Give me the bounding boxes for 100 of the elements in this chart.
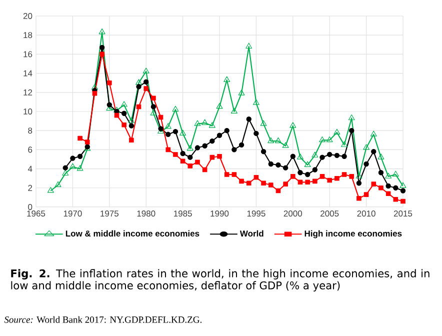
- point: [254, 174, 259, 180]
- point: [166, 132, 171, 138]
- point: [400, 188, 406, 194]
- point: [371, 182, 376, 186]
- point: [144, 86, 149, 91]
- point: [342, 154, 347, 159]
- y-tick-label: 6: [28, 146, 32, 153]
- point: [386, 191, 391, 196]
- point: [172, 106, 179, 112]
- point: [371, 149, 376, 154]
- point: [268, 161, 274, 167]
- point: [121, 110, 127, 116]
- point: [186, 145, 194, 151]
- y-tick-label: 4: [28, 166, 32, 172]
- point: [320, 174, 325, 179]
- point: [385, 172, 392, 178]
- point: [142, 68, 150, 74]
- point: [327, 178, 332, 183]
- point: [224, 76, 230, 82]
- point: [342, 172, 347, 177]
- legend-label: Low & middle income economies: [66, 230, 200, 237]
- point: [47, 187, 54, 193]
- point: [128, 123, 134, 128]
- legend-label: World: [240, 230, 264, 237]
- point: [232, 172, 237, 177]
- point: [78, 136, 82, 141]
- y-tick-label: 18: [24, 32, 32, 38]
- x-tick-label: 2000: [284, 210, 302, 217]
- point: [261, 180, 266, 186]
- point: [98, 28, 106, 34]
- point: [128, 117, 135, 124]
- point: [84, 140, 90, 144]
- point: [326, 136, 333, 142]
- point: [100, 52, 104, 57]
- point: [172, 128, 178, 134]
- point: [400, 198, 406, 204]
- point: [239, 178, 244, 184]
- point: [312, 178, 318, 184]
- point: [202, 143, 208, 148]
- point: [370, 130, 377, 136]
- point: [276, 162, 281, 168]
- point: [216, 103, 223, 109]
- x-tick-label: 1975: [100, 210, 119, 217]
- point: [180, 150, 186, 156]
- point: [230, 108, 238, 114]
- y-tick-label: 10: [24, 108, 32, 114]
- point: [268, 182, 274, 188]
- point: [334, 128, 340, 134]
- point: [334, 176, 340, 181]
- point: [188, 154, 193, 160]
- point: [62, 165, 68, 170]
- point: [290, 154, 296, 159]
- point: [151, 96, 156, 101]
- y-tick-label: 0: [28, 204, 32, 210]
- point: [393, 185, 398, 190]
- point: [180, 130, 186, 136]
- point: [260, 149, 266, 154]
- point: [76, 165, 84, 171]
- point: [180, 158, 186, 164]
- point: [92, 90, 98, 96]
- point: [77, 154, 83, 159]
- point: [136, 79, 142, 85]
- point: [320, 154, 325, 160]
- y-tick-label: 2: [28, 184, 32, 191]
- point: [334, 152, 340, 158]
- point: [290, 122, 296, 128]
- x-tick-label: 2015: [394, 210, 412, 217]
- point: [378, 170, 384, 176]
- point: [356, 196, 362, 201]
- point: [268, 137, 274, 144]
- y-tick-label: 16: [24, 51, 32, 58]
- x-tick-label: 2005: [320, 210, 339, 217]
- point: [120, 101, 128, 107]
- x-tick-label: 1990: [210, 210, 229, 217]
- point: [327, 152, 332, 158]
- point: [283, 182, 288, 186]
- point: [392, 170, 399, 177]
- point: [158, 126, 164, 132]
- point: [210, 138, 215, 144]
- point: [356, 172, 362, 178]
- point: [298, 170, 303, 176]
- point: [129, 138, 134, 143]
- point: [166, 147, 171, 152]
- point: [232, 147, 237, 152]
- point: [217, 154, 222, 159]
- point: [282, 142, 289, 148]
- point: [386, 183, 391, 189]
- point: [356, 180, 362, 186]
- point: [136, 84, 142, 90]
- point: [210, 154, 215, 160]
- point: [393, 196, 398, 202]
- point: [252, 99, 260, 105]
- x-tick-label: 1980: [137, 210, 156, 217]
- point: [305, 180, 310, 185]
- point: [173, 152, 178, 157]
- x-tick-label: 2010: [357, 210, 376, 217]
- text: Source: World Bank 2017: NY.GDP.DEFL.KD.ZG.: [4, 316, 202, 323]
- point: [296, 154, 304, 160]
- y-tick-label: 12: [24, 89, 32, 96]
- point: [254, 130, 259, 136]
